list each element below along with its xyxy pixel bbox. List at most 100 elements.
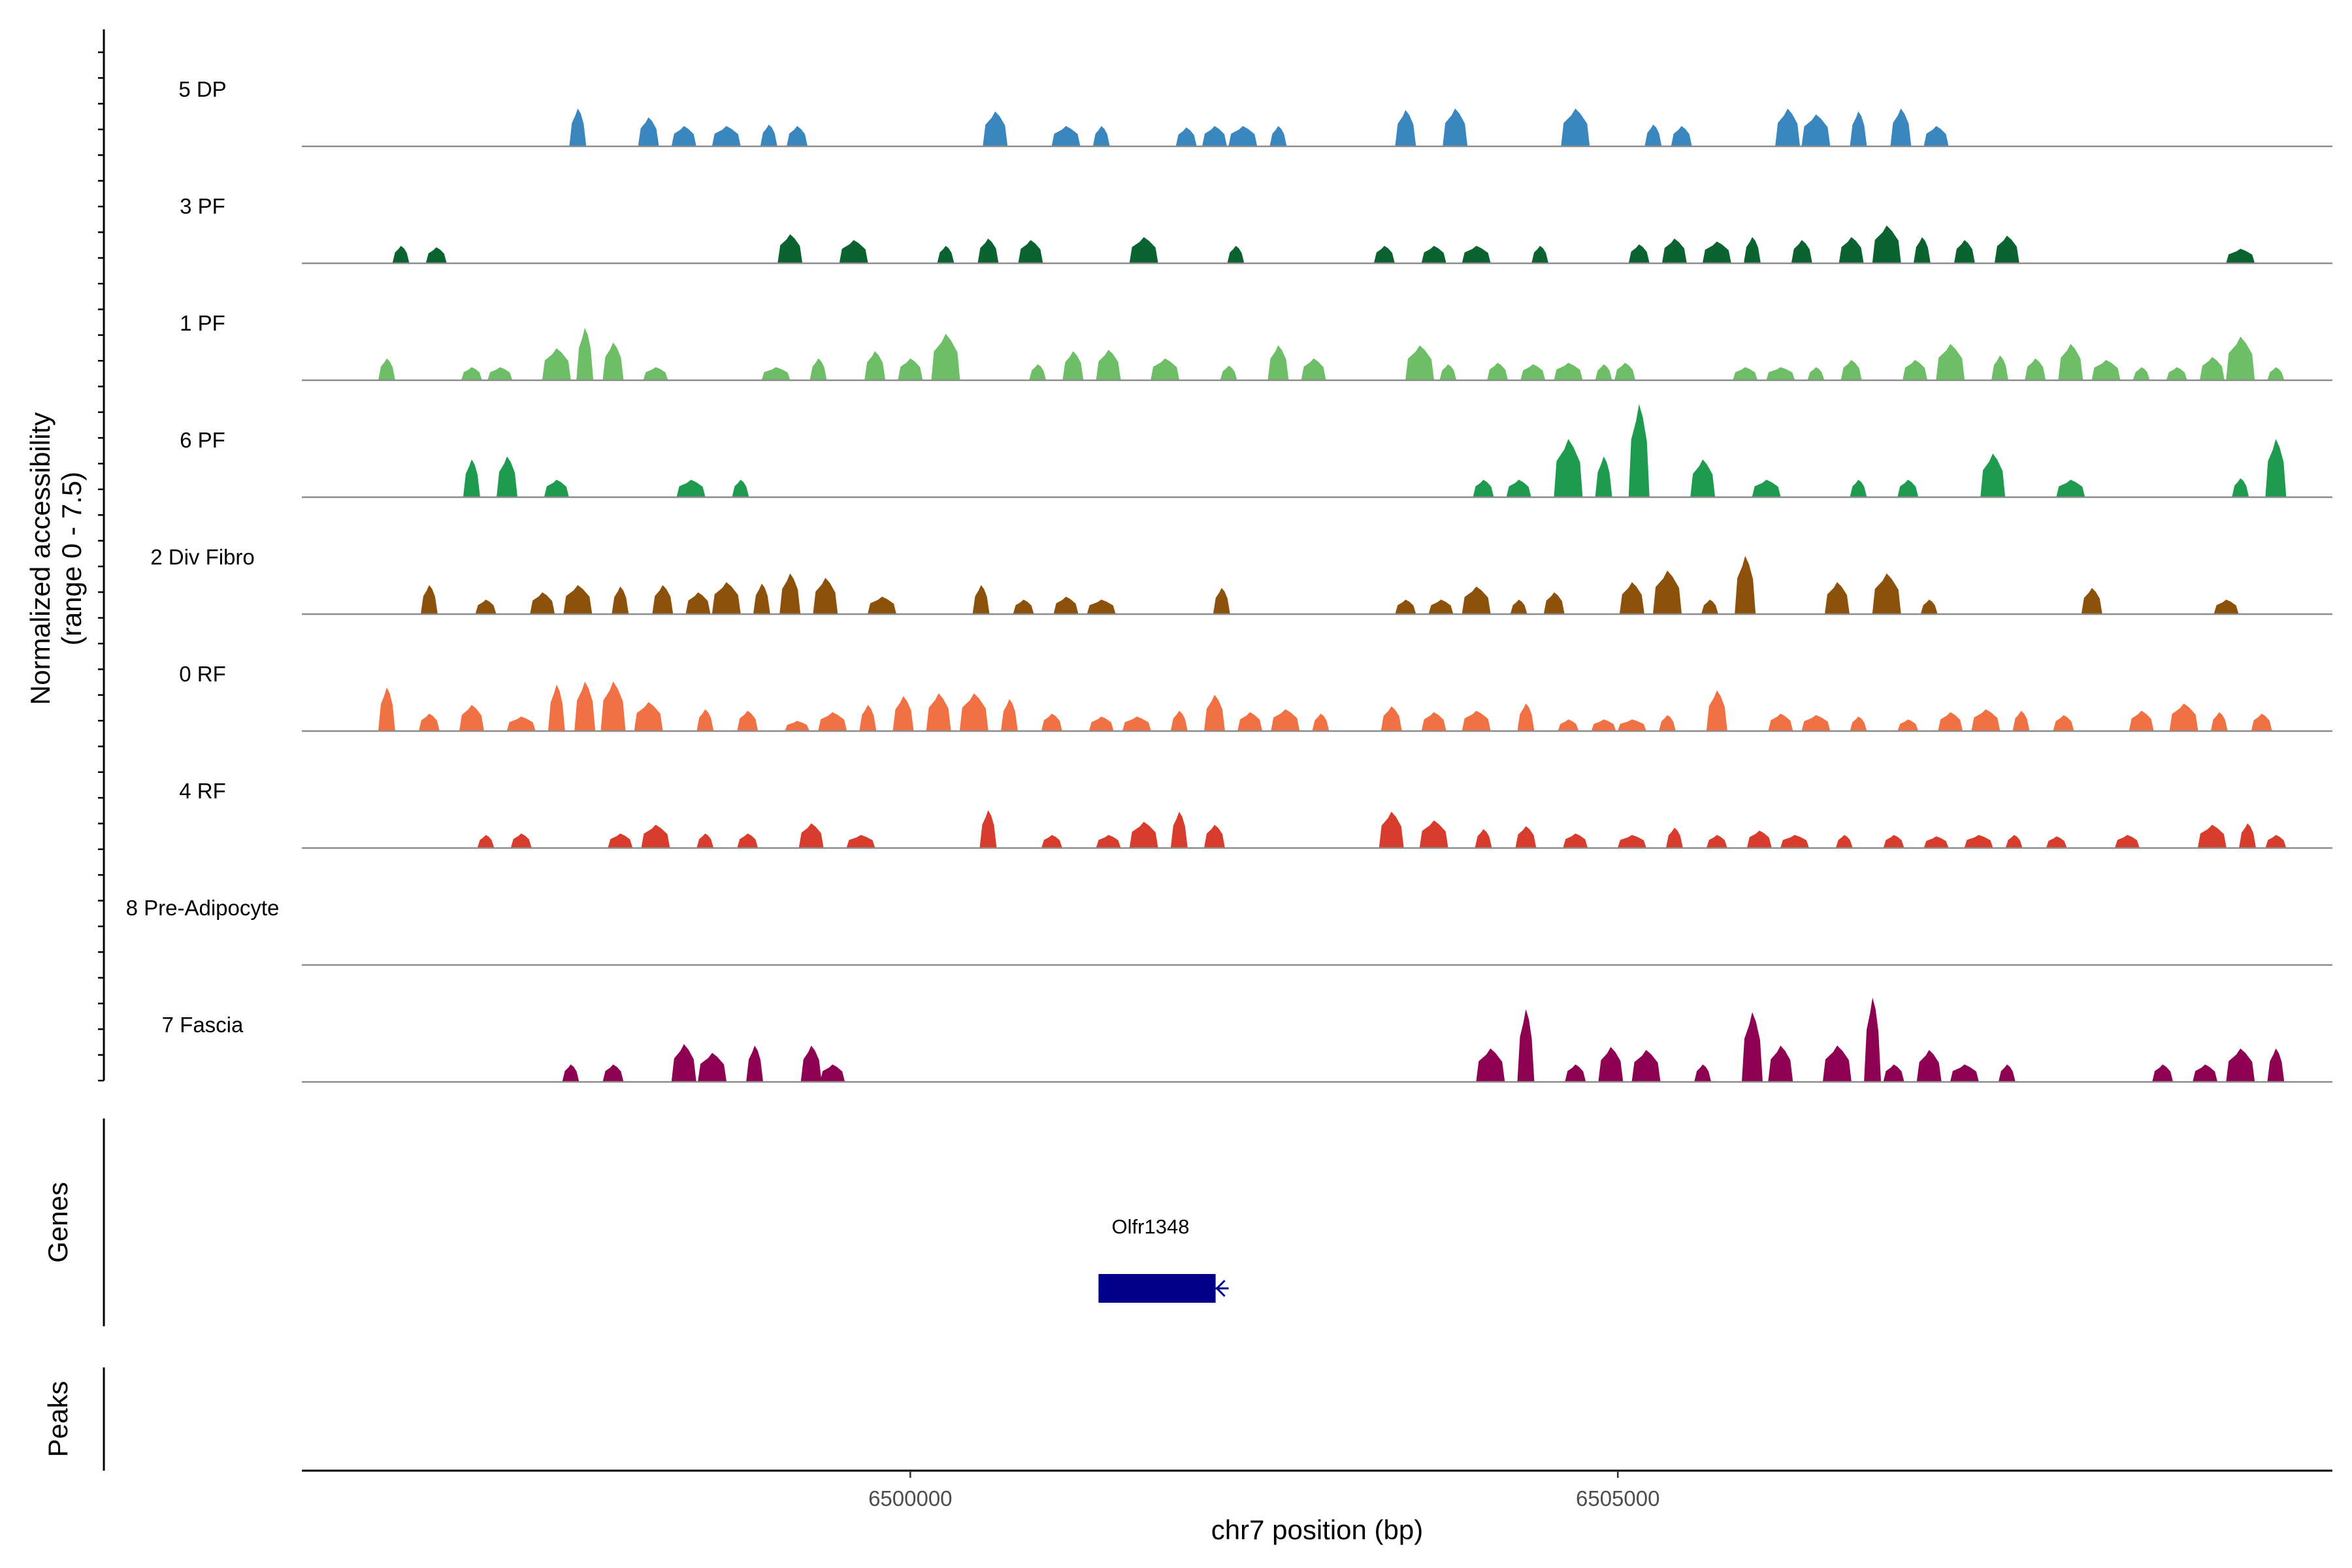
peak-0-rf-7 (634, 702, 663, 731)
peak-7-fascia-7 (1476, 1048, 1505, 1082)
peak-4-rf-20 (1665, 827, 1683, 848)
peak-6-pf-1 (497, 456, 518, 497)
peak-3-pf-18 (1838, 237, 1864, 263)
peak-6-pf-10 (1690, 459, 1716, 497)
peak-1-pf-19 (1405, 345, 1435, 380)
peak-2-div-fibro-23 (1653, 570, 1682, 614)
track-8-pre-adipocyte: 8 Pre-Adipocyte (126, 896, 2332, 966)
peak-7-fascia-21 (2152, 1064, 2174, 1082)
peak-4-rf-29 (2046, 836, 2067, 848)
peak-5-dp-3 (711, 125, 741, 146)
peak-7-fascia-11 (1631, 1050, 1661, 1082)
peak-5-dp-4 (760, 124, 777, 146)
peak-3-pf-7 (1129, 237, 1158, 263)
peak-4-rf-25 (1883, 834, 1904, 848)
peak-2-div-fibro-2 (530, 592, 555, 614)
peak-0-rf-26 (1421, 712, 1446, 731)
peak-0-rf-3 (506, 716, 536, 731)
peak-7-fascia-9 (1565, 1064, 1586, 1082)
peak-2-div-fibro-15 (1086, 599, 1116, 614)
peak-2-div-fibro-24 (1701, 599, 1719, 614)
gene-annotations: Olfr1348 (1098, 1215, 1229, 1303)
peak-4-rf-0 (477, 834, 495, 848)
peak-0-rf-18 (1088, 716, 1114, 731)
peak-4-rf-16 (1475, 829, 1492, 848)
peak-5-dp-5 (787, 125, 808, 146)
peak-2-div-fibro-26 (1824, 582, 1850, 614)
peak-4-rf-28 (2005, 834, 2023, 848)
track-2-div-fibro: 2 Div Fibro (150, 545, 2332, 615)
peak-6-pf-9 (1628, 404, 1650, 497)
peak-5-dp-9 (1175, 127, 1197, 146)
peak-7-fascia-13 (1742, 1012, 1763, 1082)
peak-7-fascia-22 (2193, 1064, 2218, 1082)
peak-0-rf-38 (1938, 712, 1963, 731)
peak-0-rf-42 (2129, 710, 2154, 731)
peak-1-pf-18 (1301, 358, 1326, 380)
peak-2-div-fibro-8 (753, 583, 770, 614)
peak-5-dp-7 (1051, 125, 1081, 146)
peak-2-div-fibro-27 (1872, 573, 1901, 614)
peak-7-fascia-0 (562, 1064, 580, 1082)
peak-1-pf-6 (643, 367, 668, 380)
peak-1-pf-3 (542, 348, 571, 380)
peak-1-pf-39 (2226, 336, 2255, 380)
peak-7-fascia-8 (1517, 1009, 1535, 1082)
peak-3-pf-10 (1421, 246, 1446, 263)
peak-0-rf-8 (696, 709, 714, 731)
peak-2-div-fibro-30 (2213, 599, 2239, 614)
peak-6-pf-8 (1595, 456, 1612, 497)
peak-2-div-fibro-0 (420, 585, 438, 614)
peak-2-div-fibro-17 (1395, 599, 1416, 614)
peak-1-pf-37 (2166, 367, 2187, 380)
peak-7-fascia-18 (1916, 1050, 1942, 1082)
peak-0-rf-28 (1517, 703, 1535, 731)
peak-6-pf-13 (1897, 480, 1919, 497)
peak-7-fascia-20 (1998, 1064, 2016, 1082)
peak-2-div-fibro-19 (1462, 586, 1491, 614)
track-4-rf: 4 RF (179, 779, 2332, 849)
peak-7-fascia-23 (2226, 1048, 2255, 1082)
peak-0-rf-4 (547, 684, 565, 731)
peak-4-rf-3 (641, 825, 670, 848)
peak-2-div-fibro-22 (1619, 582, 1644, 614)
peak-1-pf-8 (809, 358, 827, 380)
peak-2-div-fibro-28 (1920, 599, 1938, 614)
peak-0-rf-9 (737, 710, 759, 731)
peak-6-pf-17 (2265, 438, 2287, 497)
peak-2-div-fibro-4 (612, 586, 629, 614)
peak-1-pf-34 (2058, 344, 2083, 380)
track-0-rf: 0 RF (179, 662, 2332, 732)
peak-1-pf-15 (1151, 358, 1180, 380)
peak-7-fascia-6 (820, 1064, 845, 1082)
peak-0-rf-10 (785, 721, 810, 731)
peak-1-pf-16 (1220, 365, 1237, 380)
peak-3-pf-16 (1744, 237, 1761, 263)
track-5-dp: 5 DP (178, 77, 2332, 148)
peak-4-rf-33 (2265, 834, 2287, 848)
peak-3-pf-6 (1018, 240, 1043, 263)
peak-5-dp-2 (671, 125, 696, 146)
peak-5-dp-8 (1092, 125, 1110, 146)
peak-5-dp-16 (1644, 124, 1662, 146)
peak-5-dp-15 (1561, 108, 1590, 146)
peak-1-pf-1 (461, 367, 482, 380)
peak-4-rf-31 (2197, 825, 2227, 848)
track-label-4-rf: 4 RF (179, 779, 226, 803)
peak-1-pf-33 (2025, 358, 2046, 380)
peak-5-dp-0 (569, 108, 587, 146)
peak-4-rf-6 (798, 823, 824, 848)
genes-panel-label: Genes (42, 1182, 73, 1263)
peak-3-pf-1 (425, 247, 447, 263)
peak-4-rf-4 (696, 833, 714, 848)
track-label-8-pre-adipocyte: 8 Pre-Adipocyte (126, 896, 280, 920)
peak-0-rf-40 (2012, 710, 2030, 731)
peak-4-rf-24 (1835, 834, 1853, 848)
track-7-fascia: 7 Fascia (162, 997, 2332, 1083)
peak-0-rf-5 (574, 681, 596, 731)
peak-7-fascia-24 (2267, 1048, 2285, 1082)
peak-3-pf-12 (1531, 246, 1549, 263)
peak-2-div-fibro-3 (563, 585, 593, 614)
peak-2-div-fibro-21 (1543, 592, 1565, 614)
peak-6-pf-3 (676, 480, 706, 497)
